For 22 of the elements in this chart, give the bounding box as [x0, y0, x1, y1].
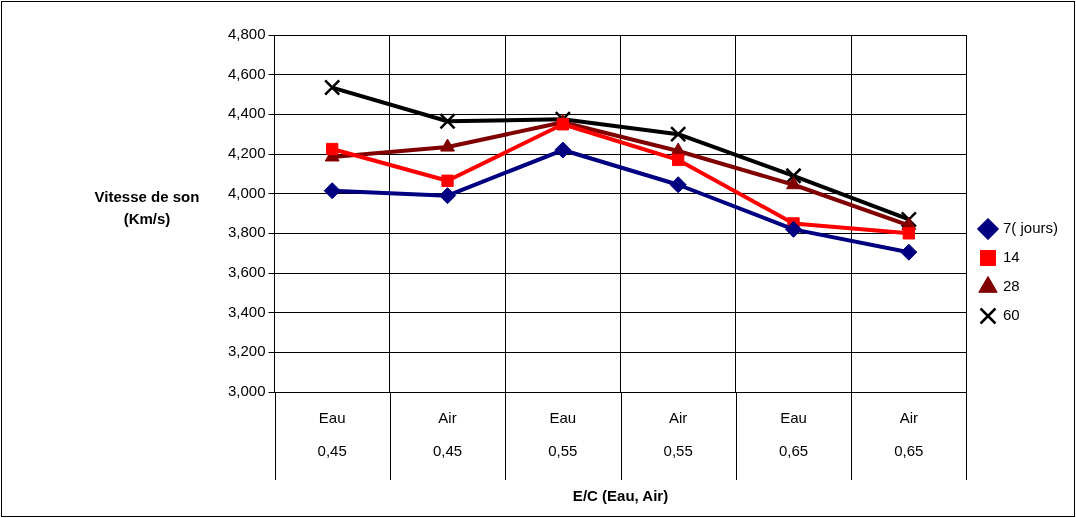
y-tick-label: 3,400	[227, 302, 266, 320]
legend-label: 14	[1002, 248, 1020, 266]
legend-label: 60	[1002, 306, 1020, 324]
y-tick-label: 3,800	[227, 223, 266, 241]
x-tick-label: Eau 0,45	[317, 408, 347, 459]
x-axis-title: E/C (Eau, Air)	[572, 487, 669, 505]
x-tick-label: Air 0,65	[894, 408, 924, 459]
y-tick-label: 4,200	[227, 144, 266, 162]
legend-label: 28	[1002, 277, 1020, 295]
y-tick-label: 3,000	[227, 382, 266, 400]
x-tick-label: Eau 0,55	[548, 408, 578, 459]
y-tick-label: 4,400	[227, 104, 266, 122]
y-axis-title: Vitesse de son (Km/s)	[93, 187, 201, 229]
y-tick-label: 4,800	[227, 25, 266, 43]
y-tick-label: 3,200	[227, 342, 266, 360]
legend-label: 7( jours)	[1002, 219, 1058, 237]
y-tick-label: 3,600	[227, 263, 266, 281]
x-tick-label: Air 0,45	[432, 408, 463, 459]
y-tick-label: 4,000	[227, 183, 266, 201]
x-tick-label: Air 0,55	[663, 408, 693, 459]
y-tick-label: 4,600	[227, 64, 266, 82]
x-tick-label: Eau 0,65	[778, 408, 809, 459]
